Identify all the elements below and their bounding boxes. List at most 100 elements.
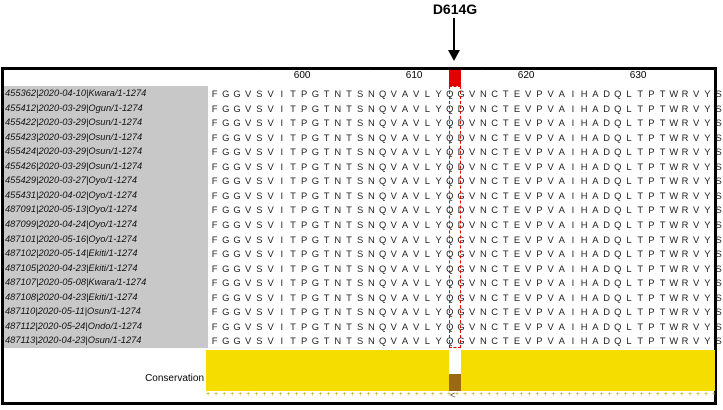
sequence-name[interactable]: 455422|2020-03-29|Osun/1-1274 [5, 117, 143, 128]
residue: I [280, 291, 284, 303]
residue: H [580, 117, 588, 129]
residue: N [480, 131, 487, 143]
residue: V [525, 218, 532, 230]
residue: P [301, 131, 308, 143]
residue: F [211, 102, 218, 114]
residue: V [547, 335, 554, 347]
residue: V [547, 88, 554, 99]
residue: I [571, 102, 575, 114]
residue: S [715, 117, 722, 129]
residue: N [368, 291, 375, 303]
residue: G [233, 117, 241, 129]
residue: Q [378, 204, 387, 216]
residue: V [413, 88, 420, 99]
residue: T [502, 204, 509, 216]
residue: T [346, 117, 352, 129]
residue: V [413, 335, 420, 347]
residue: T [290, 189, 296, 201]
sequence-name[interactable]: 487110|2020-05-11|Osun/1-1274 [5, 306, 141, 317]
residue: P [301, 262, 308, 274]
residue: T [637, 189, 644, 201]
sequence-name[interactable]: 487105|2020-04-23|Ekiti/1-1274 [5, 262, 138, 273]
residue: T [502, 306, 509, 318]
residue: I [571, 218, 575, 230]
residue: D [603, 117, 610, 129]
residue: N [368, 204, 375, 216]
sequence-name[interactable]: 487102|2020-05-14|Ekiti/1-1274 [5, 248, 138, 259]
residue: A [401, 218, 409, 230]
residue: A [592, 277, 599, 289]
residue: I [280, 117, 284, 129]
residue: H [580, 131, 588, 143]
residue: T [346, 88, 352, 99]
sequence-name[interactable]: 487101|2020-05-16|Oyo/1-1274 [5, 233, 137, 244]
sequence-name[interactable]: 455431|2020-04-02|Oyo/1-1274 [5, 189, 137, 200]
residue: P [301, 277, 308, 289]
residue: S [715, 146, 722, 158]
residue: V [525, 189, 532, 201]
residue: S [256, 233, 263, 245]
residue: A [592, 320, 599, 332]
residue: T [323, 88, 330, 99]
residue: A [558, 218, 565, 230]
residue: P [536, 102, 543, 114]
residue: V [390, 248, 397, 260]
residue: W [669, 189, 679, 201]
residue: S [256, 175, 263, 187]
sequence-name[interactable]: 487107|2020-05-08|Kwara/1-1274 [5, 277, 147, 288]
sequence-name[interactable]: 455426|2020-03-29|Osun/1-1274 [5, 160, 143, 171]
sequence-name[interactable]: 487099|2020-04-24|Oyo/1-1274 [5, 218, 137, 229]
residue: F [211, 117, 218, 129]
sequence-name[interactable]: 455424|2020-03-29|Osun/1-1274 [5, 146, 143, 157]
residue: N [480, 233, 487, 245]
residue: E [513, 306, 521, 318]
residue: N [480, 102, 487, 114]
residue: V [525, 248, 532, 260]
residue: P [301, 248, 308, 260]
sequence-name[interactable]: 455423|2020-03-29|Osun/1-1274 [5, 131, 143, 142]
residue: Y [435, 146, 442, 158]
residue: P [301, 160, 308, 172]
mutation-label: D614G [432, 1, 478, 17]
residue: T [502, 175, 509, 187]
residue: V [245, 102, 252, 114]
residue: I [280, 131, 284, 143]
residue: T [346, 204, 352, 216]
sequence-name[interactable]: 455429|2020-03-27|Oyo/1-1274 [5, 175, 137, 186]
residue: R [681, 189, 689, 201]
residue: T [346, 131, 352, 143]
residue: V [469, 131, 476, 143]
residue: G [233, 218, 241, 230]
residue: L [424, 320, 430, 332]
sequence-name[interactable]: 487108|2020-04-23|Ekiti/1-1274 [5, 291, 138, 302]
sequence-name[interactable]: 487113|2020-04-23|Osun/1-1274 [5, 335, 142, 346]
residue: S [256, 218, 263, 230]
residue: I [280, 175, 284, 187]
residue: S [256, 277, 263, 289]
sequence-name[interactable]: 455362|2020-04-10|Kwara/1-1274 [5, 88, 147, 98]
residue: S [357, 218, 364, 230]
residue: E [513, 131, 521, 143]
residue: T [323, 335, 330, 347]
residue: H [580, 320, 588, 332]
residue: S [256, 189, 263, 201]
residue: T [659, 160, 666, 172]
residue: V [390, 320, 397, 332]
residue: L [424, 262, 430, 274]
sequence-name[interactable]: 487091|2020-05-13|Oyo/1-1274 [5, 204, 137, 215]
sequence-name[interactable]: 487112|2020-05-24|Ondo/1-1274 [5, 320, 142, 331]
residue: E [513, 102, 521, 114]
residue: S [715, 335, 722, 347]
residue: Y [704, 291, 711, 303]
residue: T [502, 102, 509, 114]
residue: R [681, 320, 689, 332]
residue: D [603, 88, 610, 99]
residue: P [648, 262, 655, 274]
sequence-name[interactable]: 455412|2020-03-29|Ogun/1-1274 [5, 102, 143, 113]
residue: H [580, 262, 588, 274]
residue: P [301, 204, 308, 216]
residue: D [603, 189, 610, 201]
